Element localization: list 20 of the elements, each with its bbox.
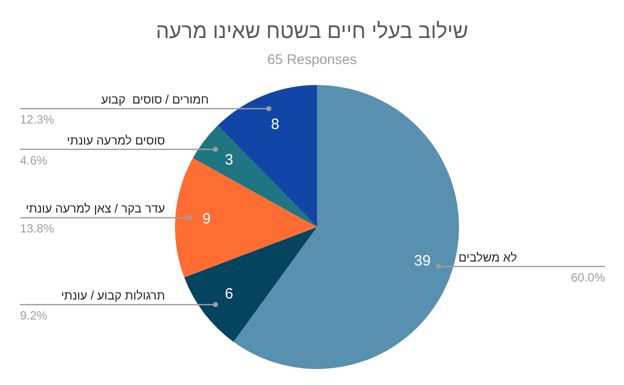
slice-label: תרגולות קבוע / עונתי [61,288,165,303]
data-label: 6 [224,286,234,303]
slice-label: לא משלבים [458,250,517,264]
slice-label: עדר בקר / צאן למרעה עונתי [26,202,166,216]
text: 9.2% [20,308,48,323]
pie-slice [184,227,317,342]
pie-slice [218,85,317,227]
data-label: 8 [271,116,280,133]
data-label: 3 [224,151,234,168]
pie-slice [234,85,459,369]
text: 4.6% [20,153,48,168]
data-label: 39 [414,252,431,270]
text: 13.8% [20,222,54,236]
chart-subtitle: 65 Responses [266,51,358,67]
text: 12.3% [20,112,54,127]
text: 60.0% [570,270,605,284]
slice-label: סוסים למרעה עונתי [66,133,166,148]
data-label: 9 [202,210,211,228]
chart-title: שילוב בעלי חיים בשטח שאינו מרעה [154,20,470,44]
slice-label: חמורים / סוסים קבוע [101,92,209,107]
